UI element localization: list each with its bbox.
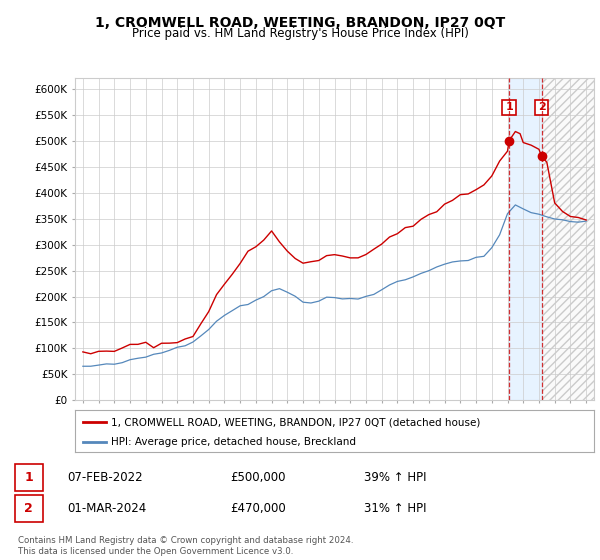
Text: 1, CROMWELL ROAD, WEETING, BRANDON, IP27 0QT (detached house): 1, CROMWELL ROAD, WEETING, BRANDON, IP27… — [112, 417, 481, 427]
Text: Price paid vs. HM Land Registry's House Price Index (HPI): Price paid vs. HM Land Registry's House … — [131, 27, 469, 40]
Text: 2: 2 — [25, 502, 33, 515]
Text: Contains HM Land Registry data © Crown copyright and database right 2024.
This d: Contains HM Land Registry data © Crown c… — [18, 536, 353, 556]
Text: 31% ↑ HPI: 31% ↑ HPI — [364, 502, 427, 515]
Text: £500,000: £500,000 — [230, 470, 286, 483]
Text: 1: 1 — [505, 102, 513, 113]
Text: 1: 1 — [25, 470, 33, 483]
Text: 1, CROMWELL ROAD, WEETING, BRANDON, IP27 0QT: 1, CROMWELL ROAD, WEETING, BRANDON, IP27… — [95, 16, 505, 30]
Polygon shape — [542, 78, 594, 400]
Text: 39% ↑ HPI: 39% ↑ HPI — [364, 470, 427, 483]
Text: 01-MAR-2024: 01-MAR-2024 — [67, 502, 146, 515]
Text: £470,000: £470,000 — [230, 502, 286, 515]
FancyBboxPatch shape — [15, 496, 43, 522]
Text: 2: 2 — [538, 102, 545, 113]
Bar — [509, 78, 542, 400]
FancyBboxPatch shape — [15, 464, 43, 491]
Text: 07-FEB-2022: 07-FEB-2022 — [67, 470, 143, 483]
Text: HPI: Average price, detached house, Breckland: HPI: Average price, detached house, Brec… — [112, 437, 356, 447]
